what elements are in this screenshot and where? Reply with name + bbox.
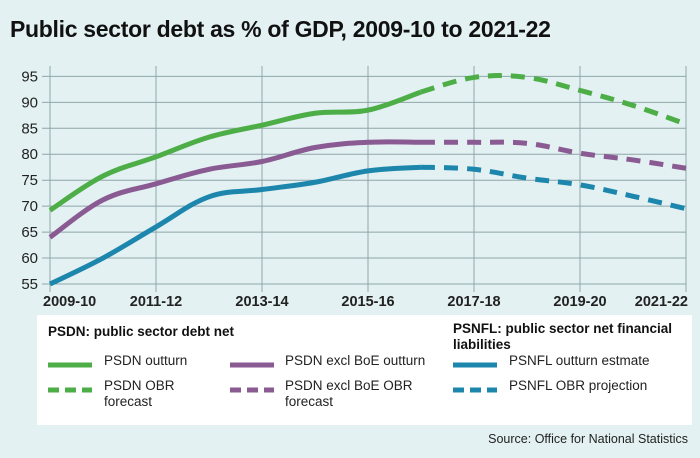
y-axis-ticks: 55 60 65 70 75 80 85 90 95 xyxy=(21,68,38,293)
x-tick-label: 2009-10 xyxy=(43,294,96,310)
legend-label: PSDN excl BoE OBR forecast xyxy=(285,378,413,409)
legend-label: PSDN excl BoE outturn xyxy=(285,353,426,368)
legend-label: PSNFL OBR projection xyxy=(509,378,648,393)
series-psdn-outturn xyxy=(48,89,422,213)
x-axis-ticks: 2009-10 2011-12 2013-14 2015-16 2017-18 2019-… xyxy=(43,294,688,310)
series-psdn-excl-boe-obr-forecast xyxy=(420,139,687,171)
series-psdn-obr-forecast xyxy=(420,73,687,127)
legend-swatch xyxy=(453,387,497,393)
x-tick-label: 2015-16 xyxy=(341,294,394,310)
series-psnfl-obr-projection xyxy=(420,164,687,212)
gridlines xyxy=(42,66,687,292)
legend-heading-psnfl: PSNFL: public sector net financial liabi… xyxy=(453,321,673,352)
y-tick-label: 80 xyxy=(21,146,38,163)
legend: PSDN: public sector debt net PSNFL: publ… xyxy=(37,315,692,425)
legend-heading-psdn: PSDN: public sector debt net xyxy=(48,324,235,339)
y-tick-label: 55 xyxy=(21,276,38,293)
chart-title: Public sector debt as % of GDP, 2009-10 … xyxy=(10,16,551,42)
legend-swatch xyxy=(48,387,92,393)
legend-swatch xyxy=(230,362,274,368)
x-tick-label: 2013-14 xyxy=(235,294,288,310)
y-tick-label: 75 xyxy=(21,172,38,189)
y-tick-label: 90 xyxy=(21,94,38,111)
y-tick-label: 95 xyxy=(21,68,38,85)
legend-swatch xyxy=(453,362,497,368)
x-tick-label: 2017-18 xyxy=(447,294,500,310)
series-psdn-excl-boe-outturn xyxy=(48,139,422,240)
series-psnfl-outturn-estmate xyxy=(48,164,422,287)
legend-label: PSDN OBR forecast xyxy=(104,378,175,409)
x-tick-label: 2011-12 xyxy=(130,294,182,310)
legend-swatch xyxy=(48,362,92,368)
x-tick-label: 2019-20 xyxy=(553,294,606,310)
y-tick-label: 60 xyxy=(21,250,38,267)
legend-label: PSDN outturn xyxy=(104,353,188,368)
source-note: Source: Office for National Statistics xyxy=(488,432,688,446)
legend-label: PSNFL outturn estmate xyxy=(509,353,650,368)
y-tick-label: 70 xyxy=(21,198,38,215)
y-tick-label: 65 xyxy=(21,224,38,241)
series-lines xyxy=(48,73,687,287)
y-tick-label: 85 xyxy=(21,120,38,137)
x-tick-label: 2021-22 xyxy=(635,294,688,310)
legend-swatch xyxy=(230,387,274,393)
